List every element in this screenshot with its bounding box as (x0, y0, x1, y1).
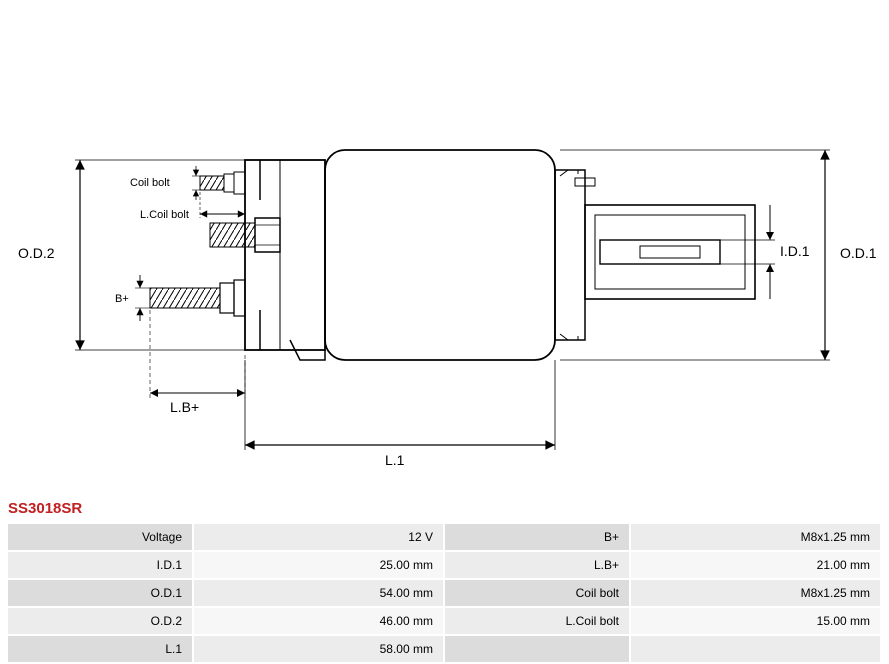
spec-value (631, 636, 880, 662)
coil-bolt-drawing (200, 172, 245, 194)
spec-label: B+ (445, 524, 629, 550)
label-od2: O.D.2 (18, 245, 55, 261)
spec-label: Voltage (8, 524, 192, 550)
label-l-coil-bolt: L.Coil bolt (140, 209, 189, 221)
technical-diagram: O.D.1 I.D.1 O.D.2 L.1 L.B+ B+ Coil bolt … (0, 0, 889, 490)
right-assembly (555, 170, 755, 340)
spec-label: O.D.1 (8, 580, 192, 606)
spec-label: L.B+ (445, 552, 629, 578)
label-coil-bolt: Coil bolt (130, 177, 170, 189)
solenoid-drawing: O.D.1 I.D.1 O.D.2 L.1 L.B+ B+ Coil bolt … (0, 0, 889, 490)
spec-label: L.1 (8, 636, 192, 662)
label-l1: L.1 (385, 452, 405, 468)
table-row: I.D.125.00 mmL.B+21.00 mm (8, 552, 880, 578)
spec-label: O.D.2 (8, 608, 192, 634)
label-id1: I.D.1 (780, 243, 810, 259)
label-od1: O.D.1 (840, 245, 877, 261)
spec-value: 25.00 mm (194, 552, 443, 578)
spec-value: 21.00 mm (631, 552, 880, 578)
spec-label (445, 636, 629, 662)
spec-value: 15.00 mm (631, 608, 880, 634)
part-number: SS3018SR (8, 500, 82, 517)
spec-label: I.D.1 (8, 552, 192, 578)
table-row: O.D.246.00 mmL.Coil bolt15.00 mm (8, 608, 880, 634)
table-row: O.D.154.00 mmCoil boltM8x1.25 mm (8, 580, 880, 606)
main-body (325, 150, 555, 360)
spec-value: M8x1.25 mm (631, 580, 880, 606)
spec-value: 54.00 mm (194, 580, 443, 606)
table-row: L.158.00 mm (8, 636, 880, 662)
spec-label: Coil bolt (445, 580, 629, 606)
spec-value: 58.00 mm (194, 636, 443, 662)
spec-table: Voltage12 VB+M8x1.25 mmI.D.125.00 mmL.B+… (6, 522, 882, 664)
b-plus-bolt-drawing (150, 280, 245, 316)
spec-value: M8x1.25 mm (631, 524, 880, 550)
spec-value: 12 V (194, 524, 443, 550)
left-endcap (245, 160, 325, 350)
spec-label: L.Coil bolt (445, 608, 629, 634)
label-b-plus: B+ (115, 293, 129, 305)
spec-value: 46.00 mm (194, 608, 443, 634)
label-lb-plus: L.B+ (170, 399, 199, 415)
middle-bolt-drawing (210, 218, 280, 252)
table-row: Voltage12 VB+M8x1.25 mm (8, 524, 880, 550)
